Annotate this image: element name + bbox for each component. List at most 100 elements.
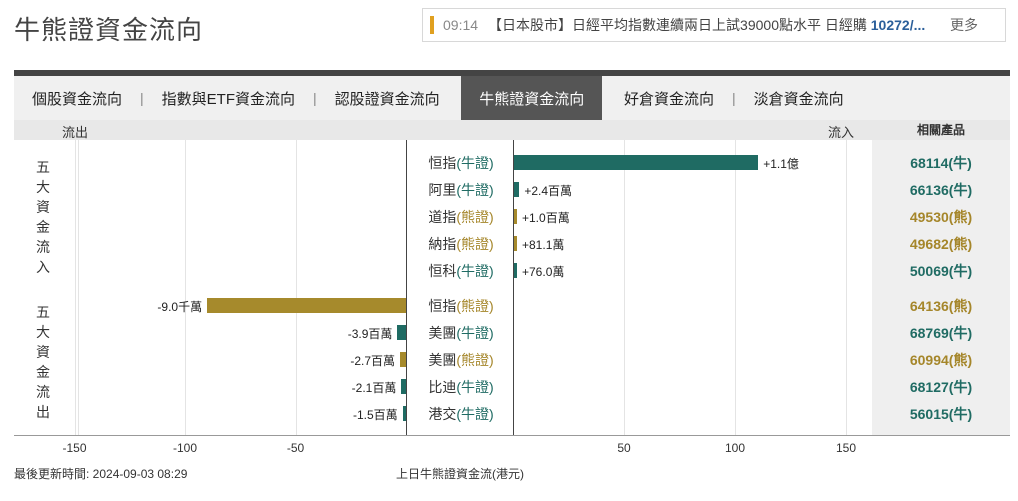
tab-2[interactable]: 認股證資金流向 [334,90,440,108]
related-product-link[interactable]: 60994(熊) [909,352,973,368]
x-tick-label: -150 [62,441,87,455]
tab-separator: | [313,90,317,106]
right-axis-line [513,140,514,436]
related-product-link[interactable]: 68127(牛) [909,379,973,395]
outflow-group-label-char: 流 [36,384,50,400]
related-product-link[interactable]: 49682(熊) [909,236,973,252]
product-name: 恒科(牛證) [407,261,515,281]
related-product-link[interactable]: 50069(牛) [909,263,973,279]
news-ticker[interactable]: 09:14 【日本股市】日經平均指數連續兩日上試39000點水平 日經購 102… [422,8,1006,42]
outflow-header: 流出 [62,125,89,140]
related-product-link[interactable]: 49530(熊) [909,209,973,225]
grid-line [78,140,79,436]
underlying-name: 阿里 [428,182,457,198]
flow-bar [514,155,759,170]
related-product-link[interactable]: 68769(牛) [909,325,973,341]
x-tick-label: -50 [286,441,305,455]
warrant-kind: (熊證) [456,298,494,314]
product-name: 阿里(牛證) [407,180,515,200]
inflow-header: 流入 [828,125,855,140]
warrant-kind: (牛證) [456,325,494,341]
outflow-group-label-char: 五 [36,304,50,320]
tab-0[interactable]: 個股資金流向 [32,90,123,108]
warrant-kind: (熊證) [456,209,494,225]
product-name: 美團(牛證) [407,323,515,343]
outflow-group-label-char: 出 [36,404,50,420]
underlying-name: 美團 [428,325,457,341]
outflow-group-label-char: 金 [36,364,50,380]
related-product-link[interactable]: 66136(牛) [909,182,973,198]
inflow-group-label-char: 五 [36,159,50,175]
warrant-kind: (牛證) [456,263,494,279]
grid-line [846,140,847,436]
tab-5[interactable]: 淡倉資金流向 [753,90,844,108]
inflow-group-label: 五大資金流入 [34,157,52,277]
flow-value-label: -3.9百萬 [347,327,393,341]
flow-value-label: +1.1億 [763,157,799,171]
warrant-kind: (牛證) [456,406,494,422]
tab-3[interactable]: 牛熊證資金流向 [461,76,603,120]
flow-bar [514,209,517,224]
product-name: 港交(牛證) [407,404,515,424]
inflow-group-label-char: 流 [36,239,50,255]
product-name: 美團(熊證) [407,350,515,370]
related-product-link[interactable]: 68114(牛) [910,155,972,171]
flow-value-label: -1.5百萬 [353,408,398,422]
warrant-kind: (熊證) [456,352,494,368]
top-divider [14,70,1010,76]
outflow-group-label-char: 資 [36,344,50,360]
news-time: 09:14 [443,17,479,33]
chart-area [14,140,1010,436]
x-tick-label: 50 [617,441,631,455]
product-name: 恒指(熊證) [407,296,515,316]
x-tick-label: 100 [724,441,746,455]
grid-line [296,140,297,436]
warrant-kind: (牛證) [456,379,494,395]
inflow-group-label-char: 資 [36,199,50,215]
flow-value-label: +81.1萬 [522,238,565,252]
flow-value-label: -2.1百萬 [351,381,397,395]
outflow-group-label-char: 大 [36,324,50,340]
underlying-name: 美團 [428,352,457,368]
x-tick-label: -100 [172,441,198,455]
product-name: 道指(熊證) [407,207,515,227]
flow-value-label: +2.4百萬 [524,184,573,198]
grid-line [75,140,76,436]
related-product-link[interactable]: 64136(熊) [909,298,973,314]
news-headline[interactable]: 【日本股市】日經平均指數連續兩日上試39000點水平 日經購 10272/... [488,17,926,33]
underlying-name: 比迪 [428,379,457,395]
product-name: 恒指(牛證) [407,153,515,173]
warrant-kind: (牛證) [456,182,494,198]
underlying-name: 納指 [428,236,457,252]
underlying-name: 恒指 [428,298,457,314]
news-more-link[interactable]: 更多 [950,17,979,33]
tab-1[interactable]: 指數與ETF資金流向 [161,90,295,108]
x-tick-label: 150 [835,441,857,455]
flow-bar [402,406,406,421]
news-highlight: 10272/... [870,17,926,33]
flow-bar [514,182,520,197]
flow-value-label: +76.0萬 [522,265,565,279]
tab-4[interactable]: 好倉資金流向 [623,90,714,108]
related-product-link[interactable]: 56015(牛) [909,406,973,422]
flow-bar [400,352,406,367]
flow-bar [207,298,406,313]
grid-line [185,140,186,436]
column-header: 流出 流入 相關產品 [14,120,1010,140]
news-marker [430,16,434,34]
flow-value-label: -9.0千萬 [157,300,203,314]
related-products-column [872,140,1010,436]
tab-bar: 個股資金流向|指數與ETF資金流向|認股證資金流向|牛熊證資金流向|好倉資金流向… [14,76,1010,120]
outflow-group-label: 五大資金流出 [34,302,52,422]
inflow-group-label-char: 大 [36,179,50,195]
tab-separator: | [731,90,736,106]
x-axis-label: 上日牛熊證資金流(港元) [396,467,524,481]
grid-line [735,140,736,436]
tab-separator: | [140,90,144,106]
underlying-name: 恒科 [428,263,457,279]
flow-value-label: +1.0百萬 [522,211,570,225]
underlying-name: 港交 [428,406,457,422]
warrant-kind: (牛證) [456,155,494,171]
product-name: 納指(熊證) [407,234,515,254]
underlying-name: 恒指 [428,155,457,171]
